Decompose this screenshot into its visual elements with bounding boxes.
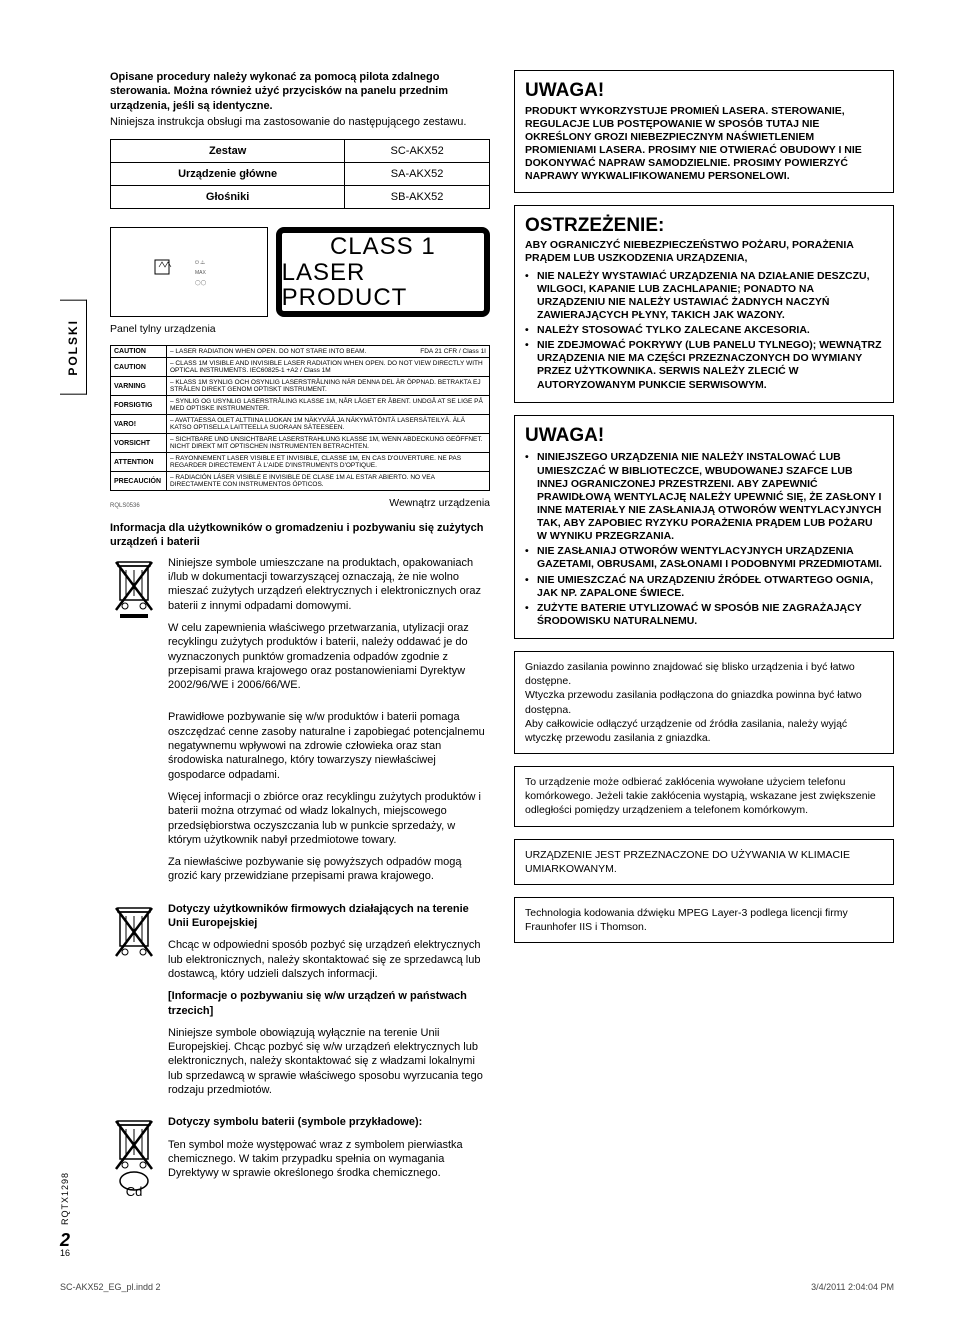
recycle-batt-body: Ten symbol może występować wraz z symbol… (168, 1138, 490, 1181)
set-table-r1c1: Urządzenie główne (111, 163, 345, 186)
left-column: Opisane procedury należy wykonać za pomo… (110, 70, 490, 1209)
recycle-third-body: Niniejsze symbole obowiązują wyłącznie n… (168, 1026, 490, 1097)
set-table-r2c1: Głośniki (111, 186, 345, 209)
recycle-p3: Prawidłowe pozbywanie się w/w produktów … (168, 710, 490, 781)
intro-bold: Opisane procedury należy wykonać za pomo… (110, 70, 490, 113)
ostrzezenie-item: NALEŻY STOSOWAĆ TYLKO ZALECANE AKCESORIA… (525, 324, 883, 337)
recycle-third-title: [Informacje o pozbywaniu się w/w urządze… (168, 989, 490, 1018)
rear-panel-caption: Panel tylny urządzenia (110, 323, 490, 335)
recycle-p4: Więcej informacji o zbiórce oraz recykli… (168, 790, 490, 847)
uwaga-box-2: UWAGA! NINIEJSZEGO URZĄDZENIA NIE NALEŻY… (514, 415, 894, 639)
set-table-r2c2: SB-AKX52 (345, 186, 490, 209)
ostrzezenie-lead: ABY OGRANICZYĆ NIEBEZPIECZEŃSTWO POŻARU,… (525, 239, 853, 264)
uwaga2-item: NINIEJSZEGO URZĄDZENIA NIE NALEŻY INSTAL… (525, 451, 883, 543)
recycle-batt-title: Dotyczy symbolu baterii (symbole przykła… (168, 1115, 490, 1129)
caution-code: RQLS0536 (110, 503, 140, 509)
recycle-p2: W celu zapewnienia właściwego przetwarza… (168, 621, 490, 692)
recycle-biz-body: Chcąc w odpowiedni sposób pozbyć się urz… (168, 938, 490, 981)
recycle-p1: Niniejsze symbole umieszczane na produkt… (168, 556, 490, 613)
class1-laser-label: CLASS 1 LASER PRODUCT (276, 227, 490, 317)
uwaga2-title: UWAGA! (525, 424, 883, 448)
uwaga2-item: NIE ZASŁANIAJ OTWORÓW WENTYLACYJNYCH URZ… (525, 545, 883, 571)
climate-info-box: URZĄDZENIE JEST PRZEZNACZONE DO UŻYWANIA… (514, 839, 894, 885)
set-table-h2: SC-AKX52 (345, 140, 490, 163)
mpeg-info-box: Technologia kodowania dźwięku MPEG Layer… (514, 897, 894, 943)
recycle-p5: Za niewłaściwe pozbywanie się powyższych… (168, 855, 490, 884)
weee-bin-icon-2 (110, 902, 158, 1106)
power-info-box: Gniazdo zasilania powinno znajdować się … (514, 651, 894, 754)
inside-unit-caption: Wewnątrz urządzenia (389, 497, 490, 509)
ostrzezenie-box: OSTRZEŻENIE: ABY OGRANICZYĆ NIEBEZPIECZE… (514, 205, 894, 403)
rear-label-graphic: ⏻ ⚠ MAX ◯◯ (110, 227, 268, 317)
uwaga-box-1: UWAGA! PRODUKT WYKORZYSTUJE PROMIEŃ LASE… (514, 70, 894, 193)
uwaga2-item: ZUŻYTE BATERIE UTYLIZOWAĆ W SPOSÓB NIE Z… (525, 602, 883, 628)
ostrzezenie-title: OSTRZEŻENIE: (525, 214, 883, 238)
svg-text:MAX: MAX (195, 270, 207, 276)
set-table-r1c2: SA-AKX52 (345, 163, 490, 186)
set-table: Zestaw SC-AKX52 Urządzenie główne SA-AKX… (110, 139, 490, 209)
battery-bin-icon: Cd (110, 1115, 158, 1199)
right-column: UWAGA! PRODUKT WYKORZYSTUJE PROMIEŃ LASE… (514, 70, 894, 1209)
class1-line1: CLASS 1 (330, 234, 436, 259)
footer: SC-AKX52_EG_pl.indd 2 3/4/2011 2:04:04 P… (60, 1282, 894, 1292)
class1-line2: LASER PRODUCT (282, 260, 484, 310)
recycle-heading: Informacja dla użytkowników o gromadzeni… (110, 521, 490, 550)
set-table-h1: Zestaw (111, 140, 345, 163)
phone-info-box: To urządzenie może odbierać zakłócenia w… (514, 766, 894, 827)
ostrzezenie-item: NIE NALEŻY WYSTAWIAĆ URZĄDZENIA NA DZIAŁ… (525, 270, 883, 323)
uwaga1-body: PRODUKT WYKORZYSTUJE PROMIEŃ LASERA. STE… (525, 105, 883, 184)
svg-text:⏻ ⚠: ⏻ ⚠ (195, 260, 205, 266)
recycle-biz-title: Dotyczy użytkowników firmowych działając… (168, 902, 490, 931)
weee-bin-icon (110, 556, 158, 701)
intro-plain: Niniejsza instrukcja obsługi ma zastosow… (110, 115, 490, 129)
footer-file: SC-AKX52_EG_pl.indd 2 (60, 1282, 161, 1292)
svg-text:◯◯: ◯◯ (195, 280, 207, 286)
uwaga1-title: UWAGA! (525, 79, 883, 103)
ostrzezenie-item: NIE ZDEJMOWAĆ POKRYWY (LUB PANELU TYLNEG… (525, 339, 883, 392)
page-number-side: RQTX1298 2 16 (60, 1172, 70, 1258)
language-tab: POLSKI (60, 300, 87, 395)
doc-code: RQTX1298 (60, 1172, 70, 1225)
caution-label-table: CAUTION– LASER RADIATION WHEN OPEN. DO N… (110, 345, 490, 491)
page-big: 2 (60, 1230, 70, 1250)
page-small: 16 (60, 1248, 70, 1258)
footer-date: 3/4/2011 2:04:04 PM (811, 1282, 894, 1292)
uwaga2-item: NIE UMIESZCZAĆ NA URZĄDZENIU ŹRÓDEŁ OTWA… (525, 574, 883, 600)
